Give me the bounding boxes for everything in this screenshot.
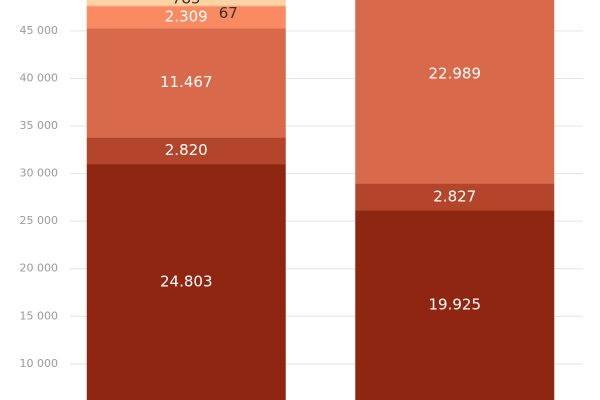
bar-segment (86, 0, 286, 6)
value-label: 19.925 (429, 296, 482, 314)
y-tick-label: 40 000 (20, 71, 59, 84)
bar-segment (86, 5, 286, 7)
value-label: 2.827 (433, 188, 476, 206)
y-tick-label: 35 000 (20, 119, 59, 132)
y-tick-label: 10 000 (20, 357, 59, 370)
value-label: 67 (219, 4, 238, 22)
value-label: 785 (172, 0, 201, 8)
bar-segment (355, 183, 555, 211)
bar-segment (86, 28, 286, 138)
bar-segment (86, 6, 286, 29)
y-tick-label: 25 000 (20, 214, 59, 227)
value-label: 11.467 (160, 73, 213, 91)
y-tick-label: 15 000 (20, 309, 59, 322)
bar-segment (86, 164, 286, 400)
bar-segment (86, 137, 286, 165)
y-tick-label: 30 000 (20, 167, 59, 180)
y-tick-label: 45 000 (20, 24, 59, 37)
value-label: 2.309 (165, 8, 208, 26)
bar-segment (355, 0, 555, 184)
bar-segment (355, 210, 555, 400)
value-label: 22.989 (429, 65, 482, 83)
value-label: 2.820 (165, 141, 208, 159)
y-tick-label: 20 000 (20, 262, 59, 275)
bars (86, 0, 555, 400)
value-label: 24.803 (160, 273, 213, 291)
